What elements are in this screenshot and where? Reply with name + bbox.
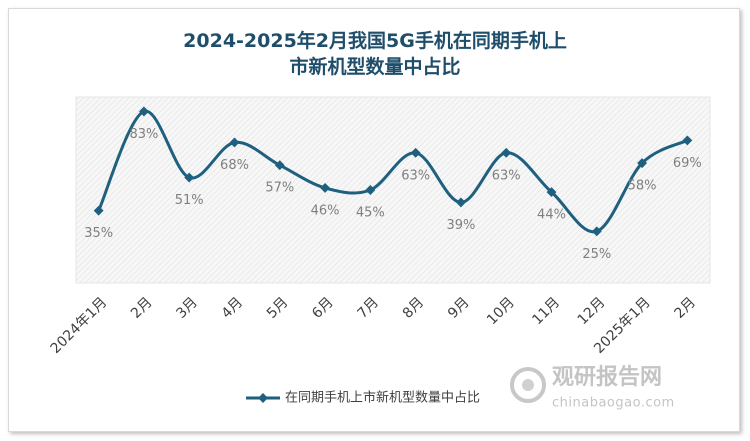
data-label: 83% — [129, 127, 158, 142]
x-tick-label: 9月 — [445, 294, 473, 322]
data-label: 63% — [492, 168, 521, 183]
x-tick-label: 4月 — [219, 294, 247, 322]
chart-title: 2024-2025年2月我国5G手机在同期手机上市新机型数量中占比 — [183, 30, 567, 78]
x-tick-label: 2024年1月 — [48, 294, 111, 357]
marker — [184, 172, 195, 183]
x-tick-label: 2月 — [671, 294, 699, 322]
marker — [591, 226, 602, 237]
data-label: 25% — [582, 247, 611, 262]
legend-marker — [258, 393, 268, 403]
x-tick-label: 6月 — [309, 294, 337, 322]
marker — [546, 187, 557, 198]
data-label: 39% — [446, 218, 475, 233]
legend-label: 在同期手机上市新机型数量中占比 — [285, 390, 480, 406]
x-tick-label: 10月 — [484, 294, 518, 328]
watermark-name: 观研报告网 — [552, 365, 662, 390]
line — [97, 109, 689, 234]
watermark-url: chinabaogao.com — [552, 396, 675, 411]
data-label: 44% — [537, 208, 566, 223]
data-label: 46% — [311, 203, 340, 218]
data-label: 58% — [628, 179, 657, 194]
marker — [501, 147, 512, 158]
data-label: 69% — [673, 156, 702, 171]
data-label: 63% — [401, 168, 430, 183]
marker — [365, 185, 376, 195]
watermark-logo — [510, 367, 546, 403]
data-label: 68% — [220, 158, 249, 173]
data-label: 45% — [356, 206, 385, 221]
marker — [455, 197, 466, 208]
marker — [682, 135, 693, 146]
x-tick-label: 8月 — [400, 294, 428, 322]
marker — [138, 106, 149, 117]
x-tick-label: 5月 — [264, 294, 292, 322]
x-tick-label: 3月 — [173, 294, 201, 322]
x-tick-label: 11月 — [529, 294, 563, 328]
marker — [410, 147, 421, 158]
data-label: 57% — [265, 181, 294, 196]
x-tick-label: 7月 — [354, 294, 382, 322]
x-tick-label: 2月 — [128, 294, 156, 322]
marker — [93, 205, 104, 216]
marker — [637, 158, 648, 169]
data-label: 51% — [175, 193, 204, 208]
x-tick-label: 12月 — [575, 294, 609, 328]
marker — [274, 160, 285, 171]
marker — [320, 182, 331, 193]
marker — [229, 137, 240, 148]
plot-area — [75, 96, 711, 284]
data-label: 35% — [84, 226, 113, 241]
